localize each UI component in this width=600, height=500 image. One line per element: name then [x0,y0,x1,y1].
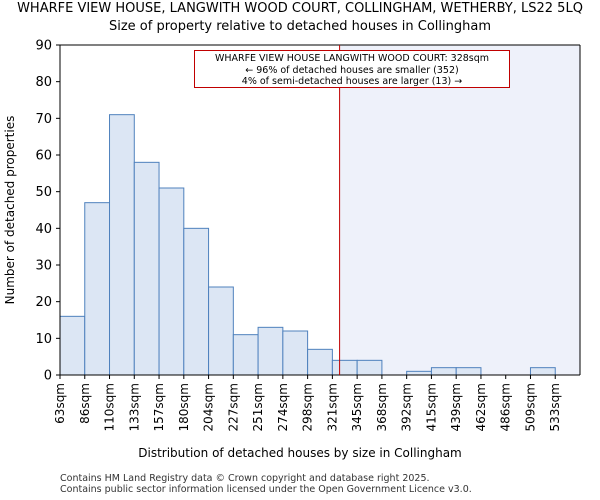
bar-227sqm [232,334,259,376]
footer-line-2: Contains public sector information licen… [60,484,472,495]
bar-439sqm [455,367,482,376]
y-tick-label-50: 50 [35,185,52,200]
x-tick-label-439sqm: 439sqm [449,383,463,431]
x-tick-label-63sqm: 63sqm [53,383,67,424]
x-tick-label-462sqm: 462sqm [474,383,488,431]
x-tick-label-180sqm: 180sqm [177,383,191,431]
x-tick-label-133sqm: 133sqm [127,383,141,431]
bar-392sqm [406,370,432,376]
y-tick-label-80: 80 [35,75,52,90]
chart-subtitle: Size of property relative to detached ho… [108,19,491,34]
y-tick-label-70: 70 [35,112,52,127]
x-tick-label-274sqm: 274sqm [276,383,290,431]
x-axis-label: Distribution of detached houses by size … [138,446,462,460]
bar-415sqm [430,367,457,376]
y-tick-label-40: 40 [35,222,52,237]
x-tick-label-392sqm: 392sqm [400,383,414,431]
bar-321sqm [331,359,358,376]
bar-509sqm [529,367,556,376]
x-tick-label-251sqm: 251sqm [251,383,265,431]
bar-63sqm [59,315,86,376]
x-tick-label-204sqm: 204sqm [202,383,216,431]
x-tick-label-415sqm: 415sqm [424,383,438,431]
y-axis-label: Number of detached properties [3,116,17,305]
y-tick-label-10: 10 [35,332,52,347]
x-tick-label-368sqm: 368sqm [375,383,389,431]
x-tick-label-533sqm: 533sqm [548,383,562,431]
bars-group [59,114,556,376]
annotation-box: WHARFE VIEW HOUSE LANGWITH WOOD COURT: 3… [194,50,510,88]
annotation-line-2: ← 96% of detached houses are smaller (35… [245,64,459,76]
bar-204sqm [208,286,234,376]
x-tick-label-486sqm: 486sqm [499,383,513,431]
y-tick-label-20: 20 [35,295,52,310]
bar-110sqm [109,114,135,376]
annotation-line-1: WHARFE VIEW HOUSE LANGWITH WOOD COURT: 3… [214,53,490,64]
bar-157sqm [158,187,185,376]
annotation-line-3: 4% of semi-detached houses are larger (1… [241,76,463,87]
x-tick-label-157sqm: 157sqm [152,383,166,431]
bar-86sqm [84,202,111,376]
chart-title: WHARFE VIEW HOUSE, LANGWITH WOOD COURT, … [17,1,583,16]
x-tick-label-227sqm: 227sqm [226,383,240,431]
y-tick-label-0: 0 [44,369,52,384]
footer-line-1: Contains HM Land Registry data © Crown c… [60,473,430,484]
x-tick-label-110sqm: 110sqm [103,383,117,431]
y-tick-label-60: 60 [35,149,52,164]
x-tick-label-345sqm: 345sqm [350,383,364,431]
bar-133sqm [133,161,160,376]
bar-298sqm [307,348,333,376]
x-tick-label-321sqm: 321sqm [325,383,339,431]
bar-274sqm [282,330,309,376]
bar-345sqm [356,359,383,376]
x-tick-label-509sqm: 509sqm [523,383,537,431]
x-tick-label-86sqm: 86sqm [78,383,92,424]
y-ticks-group: 0 10 20 30 40 50 60 70 80 90 [35,39,60,384]
x-ticks-group: 63sqm 86sqm 110sqm 133sqm 157sqm 180sqm 204sqm… [53,375,562,431]
bar-251sqm [257,326,284,376]
highlight-region [339,45,580,375]
y-tick-label-30: 30 [35,259,52,274]
x-tick-label-298sqm: 298sqm [301,383,315,431]
bar-180sqm [183,227,210,376]
y-tick-label-90: 90 [35,39,52,54]
